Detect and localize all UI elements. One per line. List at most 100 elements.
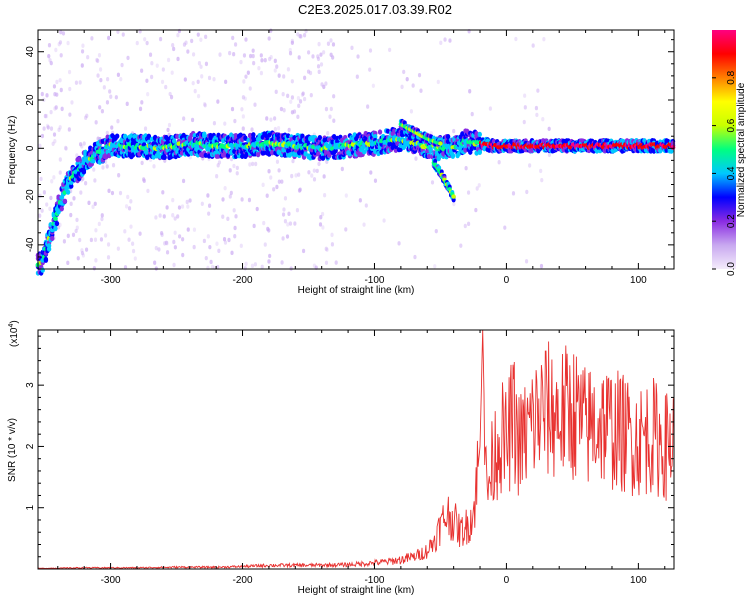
noise-mark — [188, 198, 192, 203]
ridge-mark — [243, 135, 248, 141]
noise-mark — [64, 146, 68, 151]
noise-mark — [319, 62, 324, 67]
noise-mark — [92, 167, 96, 172]
noise-mark — [433, 264, 437, 269]
noise-mark — [150, 74, 154, 80]
noise-mark — [142, 177, 146, 182]
noise-mark — [540, 177, 544, 183]
colorbar-gradient — [712, 30, 736, 269]
noise-mark — [328, 114, 332, 119]
ridge-mark — [43, 256, 49, 262]
noise-mark — [69, 212, 73, 218]
noise-mark — [522, 119, 526, 125]
ridge-mark — [445, 134, 451, 140]
noise-mark — [49, 109, 53, 115]
noise-mark — [322, 174, 326, 179]
noise-mark — [326, 41, 331, 46]
noise-mark — [239, 243, 243, 249]
noise-mark — [547, 126, 551, 132]
ridge-mark — [62, 198, 68, 204]
noise-mark — [224, 79, 228, 85]
noise-mark — [233, 225, 237, 231]
noise-mark — [263, 242, 267, 247]
noise-mark — [93, 178, 97, 183]
noise-mark — [45, 93, 49, 98]
noise-mark — [50, 179, 54, 184]
ridge-mark — [54, 220, 60, 227]
noise-mark — [200, 201, 204, 206]
noise-mark — [47, 53, 51, 59]
noise-mark — [120, 62, 124, 68]
noise-mark — [172, 262, 176, 268]
noise-mark — [193, 88, 197, 94]
noise-mark — [159, 230, 164, 236]
noise-mark — [334, 260, 338, 265]
noise-mark — [239, 59, 243, 65]
noise-mark — [524, 259, 529, 264]
noise-mark — [397, 241, 401, 246]
noise-mark — [208, 244, 212, 250]
noise-mark — [330, 242, 335, 247]
noise-mark — [233, 234, 237, 239]
noise-mark — [98, 105, 102, 110]
ridge-mark — [208, 135, 213, 141]
x-tick-label: -200 — [233, 275, 253, 286]
noise-mark — [181, 178, 186, 184]
x-tick-label: -100 — [364, 275, 384, 286]
noise-mark — [344, 227, 348, 232]
noise-mark — [89, 237, 93, 243]
noise-mark — [417, 72, 422, 78]
noise-mark — [470, 111, 474, 117]
noise-mark — [528, 163, 532, 168]
ridge-mark — [46, 246, 52, 252]
noise-mark — [297, 103, 301, 109]
snr-y-ticks: 1 2 3 — [25, 335, 674, 558]
noise-mark — [539, 263, 544, 269]
noise-mark — [273, 58, 277, 64]
snr-frame — [37, 329, 675, 570]
noise-mark — [308, 70, 313, 76]
noise-mark — [268, 253, 272, 259]
y-tick-label: -40 — [25, 237, 36, 252]
noise-mark — [164, 240, 168, 245]
noise-mark — [182, 116, 186, 121]
noise-mark — [443, 37, 447, 42]
ridge-mark — [327, 152, 332, 158]
noise-mark — [290, 79, 294, 84]
noise-mark — [100, 216, 104, 222]
noise-mark — [192, 227, 197, 232]
noise-mark — [247, 197, 252, 203]
noise-mark — [121, 32, 125, 37]
colorbar-tick-label: 0.2 — [726, 214, 737, 228]
noise-mark — [60, 106, 64, 112]
noise-mark — [76, 256, 80, 261]
noise-mark — [40, 91, 44, 97]
noise-mark — [294, 173, 298, 178]
noise-mark — [332, 94, 336, 99]
noise-mark — [123, 265, 128, 270]
noise-mark — [171, 213, 175, 218]
noise-mark — [203, 102, 207, 107]
noise-mark — [99, 237, 104, 242]
noise-mark — [276, 126, 281, 131]
y-tick-label: -20 — [25, 189, 36, 204]
noise-mark — [244, 37, 248, 42]
noise-mark — [265, 116, 269, 121]
noise-mark — [246, 70, 250, 75]
noise-mark — [331, 42, 336, 47]
noise-mark — [439, 40, 443, 46]
noise-mark — [292, 109, 297, 114]
noise-mark — [186, 227, 190, 232]
noise-mark — [90, 36, 94, 41]
noise-mark — [57, 127, 61, 132]
spectrogram-y-axis-label: Frequency (Hz) — [7, 116, 18, 185]
noise-mark — [232, 163, 236, 169]
noise-mark — [96, 58, 100, 64]
spectrogram-frame — [37, 29, 675, 270]
spectrogram-x-axis-label: Height of straight line (km) — [298, 285, 415, 296]
noise-mark — [59, 87, 63, 93]
noise-mark — [66, 40, 70, 46]
noise-mark — [212, 121, 217, 126]
